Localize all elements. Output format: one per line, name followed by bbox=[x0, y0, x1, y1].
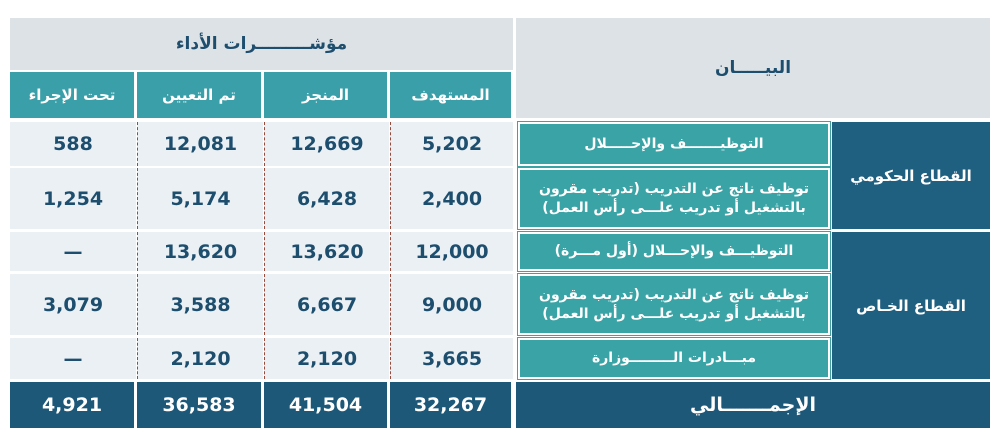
value-cell: 13,620 bbox=[137, 232, 263, 271]
value-cell: 2,400 bbox=[390, 168, 513, 229]
total-value: 32,267 bbox=[390, 382, 511, 428]
value-cell: — bbox=[10, 232, 136, 271]
value-cell: 2,120 bbox=[137, 338, 263, 379]
value-cell: 5,174 bbox=[137, 168, 263, 229]
value-cell: 3,588 bbox=[137, 274, 263, 335]
item-label: مبـــادرات الـــــــــوزارة bbox=[517, 337, 831, 380]
value-cell: 2,120 bbox=[264, 338, 389, 379]
item-label-line: توظيف ناتج عن التدريب (تدريب مقرون bbox=[539, 180, 809, 197]
sector-name: القطاع الحكومي bbox=[832, 122, 990, 229]
value-cell: 6,667 bbox=[264, 274, 389, 335]
value-cell: — bbox=[10, 338, 136, 379]
item-label: توظيف ناتج عن التدريب (تدريب مقرون بالتشغ… bbox=[517, 167, 831, 230]
column-header: المنجز bbox=[264, 72, 387, 118]
total-value: 41,504 bbox=[264, 382, 387, 428]
total-value: 4,921 bbox=[10, 382, 134, 428]
item-label-line: مبـــادرات الـــــــــوزارة bbox=[591, 350, 757, 367]
value-cell: 1,254 bbox=[10, 168, 136, 229]
value-cell: 13,620 bbox=[264, 232, 389, 271]
value-cell: 12,669 bbox=[264, 122, 389, 166]
value-cell: 12,000 bbox=[390, 232, 513, 271]
value-cell: 3,665 bbox=[390, 338, 513, 379]
value-cell: 5,202 bbox=[390, 122, 513, 166]
statement-header: البيـــــان bbox=[516, 18, 990, 118]
item-label-line: التوظيـــف والإحـــلال (أول مـــرة) bbox=[554, 243, 794, 260]
value-cell: 9,000 bbox=[390, 274, 513, 335]
column-header: تم التعيين bbox=[137, 72, 261, 118]
value-cell: 12,081 bbox=[137, 122, 263, 166]
item-label-line: بالتشغيل أو تدريب علـــى رأس العمل) bbox=[542, 305, 806, 322]
item-label: التوظيـــــــف والإحـــــلال bbox=[517, 121, 831, 167]
item-label: التوظيـــف والإحـــلال (أول مـــرة) bbox=[517, 231, 831, 272]
value-cell: 3,079 bbox=[10, 274, 136, 335]
total-label: الإجمـــــــالي bbox=[516, 382, 990, 428]
indicators-title: مؤشـــــــــرات الأداء bbox=[10, 18, 513, 70]
item-label-line: توظيف ناتج عن التدريب (تدريب مقرون bbox=[539, 286, 809, 303]
item-label-line: التوظيـــــــف والإحـــــلال bbox=[584, 135, 764, 152]
value-cell: 588 bbox=[10, 122, 136, 166]
value-cell: 6,428 bbox=[264, 168, 389, 229]
item-label-line: بالتشغيل أو تدريب علـــى رأس العمل) bbox=[542, 199, 806, 216]
sector-name: القطاع الخـاص bbox=[832, 232, 990, 379]
item-label: توظيف ناتج عن التدريب (تدريب مقرون بالتشغ… bbox=[517, 273, 831, 336]
column-header: تحت الإجراء bbox=[10, 72, 134, 118]
column-header: المستهدف bbox=[390, 72, 511, 118]
total-value: 36,583 bbox=[137, 382, 261, 428]
